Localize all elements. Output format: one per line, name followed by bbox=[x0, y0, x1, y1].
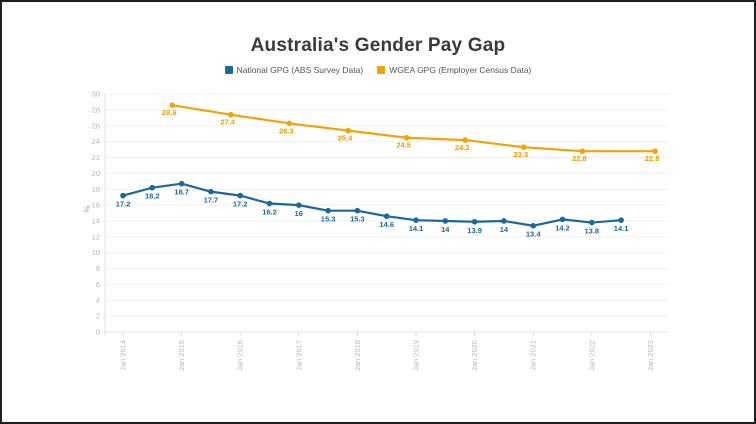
x-tick-label: Jan 2022 bbox=[587, 340, 596, 371]
x-tick-label: Jan 2023 bbox=[646, 340, 655, 371]
chart-title: Australia's Gender Pay Gap bbox=[250, 35, 506, 56]
data-point-national-gpg bbox=[237, 192, 243, 199]
data-point-national-gpg bbox=[383, 213, 390, 220]
legend-label-wgea: WGEA GPG (Employer Census Data) bbox=[389, 64, 532, 75]
data-label-national-gpg: 13.4 bbox=[526, 230, 541, 239]
data-point-wgea-gpg bbox=[169, 102, 176, 109]
data-point-national-gpg bbox=[471, 218, 478, 225]
data-point-wgea-gpg bbox=[462, 137, 469, 143]
data-point-national-gpg bbox=[618, 217, 624, 223]
data-point-national-gpg bbox=[325, 207, 331, 214]
data-point-national-gpg bbox=[266, 200, 273, 207]
data-point-wgea-gpg bbox=[403, 134, 410, 141]
legend-swatch-wgea-icon bbox=[377, 65, 386, 74]
y-tick-label: 8 bbox=[96, 264, 100, 273]
x-tick-label: Jan 2014 bbox=[119, 340, 128, 371]
data-point-national-gpg bbox=[530, 222, 536, 229]
data-label-national-gpg: 14 bbox=[441, 225, 450, 234]
x-tick-label: Jan 2019 bbox=[412, 340, 421, 371]
data-label-national-gpg: 14.6 bbox=[379, 220, 394, 229]
data-label-national-gpg: 13.8 bbox=[584, 227, 599, 236]
data-label-wgea-gpg: 25.4 bbox=[338, 134, 353, 143]
y-tick-label: 18 bbox=[92, 185, 100, 194]
data-point-national-gpg bbox=[589, 219, 595, 226]
data-label-national-gpg: 16.2 bbox=[262, 208, 277, 217]
legend-item-national-gpg[interactable]: National GPG (ABS Survey Data) bbox=[224, 64, 364, 75]
y-tick-label: 2 bbox=[96, 312, 100, 321]
data-label-national-gpg: 14.2 bbox=[555, 223, 570, 232]
data-label-wgea-gpg: 26.3 bbox=[279, 126, 294, 135]
data-point-national-gpg bbox=[120, 192, 126, 199]
data-point-national-gpg bbox=[413, 217, 419, 223]
data-label-national-gpg: 14.1 bbox=[614, 224, 629, 233]
y-tick-label: 12 bbox=[92, 232, 100, 241]
y-tick-label: 28 bbox=[92, 105, 100, 114]
data-label-national-gpg: 17.2 bbox=[233, 200, 248, 209]
data-label-wgea-gpg: 27.4 bbox=[221, 118, 236, 127]
x-tick-label: Jan 2020 bbox=[470, 340, 479, 371]
data-label-national-gpg: 14.1 bbox=[409, 224, 424, 233]
legend-swatch-national-icon bbox=[224, 65, 233, 74]
data-label-national-gpg: 13.9 bbox=[467, 226, 482, 235]
data-point-national-gpg bbox=[178, 180, 185, 187]
data-label-national-gpg: 18.2 bbox=[145, 192, 160, 201]
data-point-national-gpg bbox=[559, 216, 566, 223]
data-label-national-gpg: 18.7 bbox=[174, 188, 189, 197]
data-point-national-gpg bbox=[442, 218, 449, 224]
y-axis-title: % bbox=[83, 205, 92, 212]
data-point-national-gpg bbox=[354, 207, 361, 214]
legend-label-national: National GPG (ABS Survey Data) bbox=[236, 64, 364, 75]
data-point-wgea-gpg bbox=[652, 148, 658, 154]
data-point-wgea-gpg bbox=[345, 127, 351, 134]
data-label-wgea-gpg: 28.6 bbox=[162, 108, 177, 117]
x-tick-label: Jan 2021 bbox=[529, 340, 538, 371]
data-point-wgea-gpg bbox=[579, 148, 586, 154]
data-point-national-gpg bbox=[149, 184, 156, 191]
chart-header: Australia's Gender Pay Gap National GPG … bbox=[2, 2, 754, 75]
y-tick-label: 24 bbox=[92, 137, 100, 146]
y-tick-label: 14 bbox=[92, 216, 100, 225]
data-point-wgea-gpg bbox=[521, 144, 527, 151]
y-tick-label: 30 bbox=[92, 90, 100, 99]
y-tick-label: 0 bbox=[96, 328, 100, 337]
data-label-national-gpg: 16 bbox=[295, 209, 303, 218]
data-label-national-gpg: 17.2 bbox=[116, 200, 131, 209]
data-point-wgea-gpg bbox=[228, 111, 234, 118]
y-tick-label: 6 bbox=[96, 280, 100, 289]
data-label-national-gpg: 15.3 bbox=[350, 215, 365, 224]
series-line-national-gpg bbox=[121, 182, 623, 227]
y-tick-label: 16 bbox=[92, 201, 100, 210]
data-point-wgea-gpg bbox=[286, 120, 293, 127]
data-label-wgea-gpg: 24.5 bbox=[396, 141, 411, 150]
series-line-wgea-gpg bbox=[171, 104, 657, 153]
x-tick-label: Jan 2017 bbox=[294, 340, 303, 371]
y-tick-label: 10 bbox=[92, 248, 100, 257]
chart-legend: National GPG (ABS Survey Data) WGEA GPG … bbox=[2, 65, 754, 75]
y-tick-label: 26 bbox=[92, 121, 100, 130]
y-tick-label: 20 bbox=[92, 169, 100, 178]
x-tick-label: Jan 2016 bbox=[236, 340, 245, 371]
legend-item-wgea-gpg[interactable]: WGEA GPG (Employer Census Data) bbox=[377, 65, 531, 75]
y-tick-label: 22 bbox=[92, 153, 100, 162]
data-point-national-gpg bbox=[501, 218, 507, 224]
data-point-national-gpg bbox=[208, 188, 214, 195]
x-tick-label: Jan 2015 bbox=[177, 340, 186, 371]
data-label-national-gpg: 14 bbox=[500, 225, 509, 234]
data-label-national-gpg: 15.3 bbox=[321, 215, 336, 224]
data-label-wgea-gpg: 22.8 bbox=[645, 154, 660, 163]
data-label-wgea-gpg: 24.2 bbox=[455, 143, 470, 152]
x-tick-label: Jan 2018 bbox=[353, 340, 362, 371]
data-label-national-gpg: 17.7 bbox=[204, 196, 219, 205]
data-label-wgea-gpg: 23.3 bbox=[514, 150, 529, 159]
data-label-wgea-gpg: 22.8 bbox=[572, 154, 587, 163]
data-point-national-gpg bbox=[296, 202, 302, 208]
y-tick-label: 4 bbox=[96, 296, 100, 305]
